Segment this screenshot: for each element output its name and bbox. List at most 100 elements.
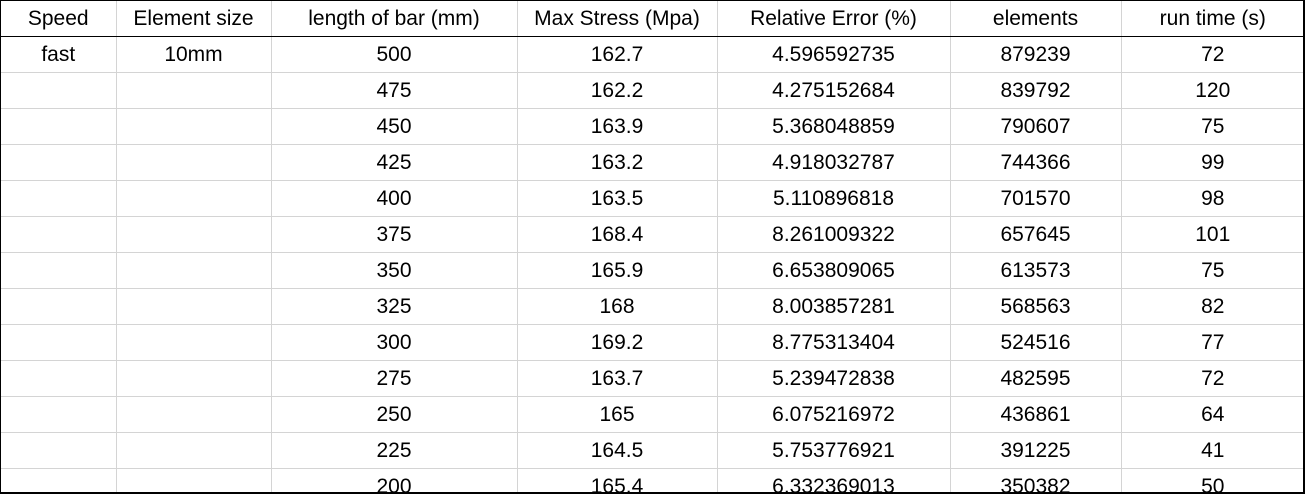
cell-length-of-bar[interactable]: 425: [271, 144, 518, 181]
cell-elements[interactable]: 613573: [950, 252, 1122, 289]
cell-elements[interactable]: 568563: [950, 288, 1122, 325]
cell-length-of-bar[interactable]: 200: [271, 468, 518, 492]
cell-elements[interactable]: 879239: [950, 36, 1122, 73]
cell-element-size[interactable]: [116, 252, 272, 289]
cell-run-time[interactable]: 50: [1201, 474, 1225, 494]
cell-run-time[interactable]: 120: [1121, 72, 1303, 109]
header-elements[interactable]: elements: [950, 1, 1122, 37]
header-run-time[interactable]: run time (s): [1121, 1, 1303, 37]
cell-relative-error[interactable]: 8.261009322: [717, 216, 951, 253]
cell-relative-error[interactable]: 6.332369013: [717, 468, 951, 492]
cell-elements[interactable]: 839792: [950, 72, 1122, 109]
cell-speed[interactable]: [1, 468, 117, 492]
cell-elements[interactable]: 350382: [950, 468, 1122, 492]
cell-max-stress[interactable]: 163.9: [517, 108, 718, 145]
cell-length-of-bar[interactable]: 350: [271, 252, 518, 289]
cell-element-size[interactable]: [116, 180, 272, 217]
cell-length-of-bar[interactable]: 450: [271, 108, 518, 145]
cell-max-stress[interactable]: 163.2: [517, 144, 718, 181]
cell-relative-error[interactable]: 5.368048859: [717, 108, 951, 145]
header-max-stress[interactable]: Max Stress (Mpa): [517, 1, 718, 37]
cell-speed[interactable]: [1, 288, 117, 325]
cell-element-size[interactable]: [116, 144, 272, 181]
cell-relative-error[interactable]: 4.275152684: [717, 72, 951, 109]
cell-run-time[interactable]: 41: [1121, 432, 1303, 469]
cell-speed[interactable]: [1, 72, 117, 109]
cell-speed[interactable]: [1, 180, 117, 217]
cell-element-size[interactable]: [116, 216, 272, 253]
cell-max-stress[interactable]: 168: [517, 288, 718, 325]
cell-run-time[interactable]: 98: [1121, 180, 1303, 217]
cell-length-of-bar[interactable]: 225: [271, 432, 518, 469]
cell-run-time[interactable]: 64: [1121, 396, 1303, 433]
cell-relative-error[interactable]: 5.753776921: [717, 432, 951, 469]
cell-relative-error[interactable]: 5.110896818: [717, 180, 951, 217]
header-length-of-bar[interactable]: length of bar (mm): [271, 1, 518, 37]
cell-max-stress[interactable]: 165: [517, 396, 718, 433]
cell-element-size[interactable]: [116, 468, 272, 492]
cell-relative-error[interactable]: 6.075216972: [717, 396, 951, 433]
cell-element-size[interactable]: 10mm: [116, 36, 272, 73]
cell-relative-error[interactable]: 6.653809065: [717, 252, 951, 289]
cell-element-size[interactable]: [116, 108, 272, 145]
cell-element-size[interactable]: [116, 288, 272, 325]
header-relative-error[interactable]: Relative Error (%): [717, 1, 951, 37]
cell-run-time[interactable]: 75: [1121, 108, 1303, 145]
cell-relative-error[interactable]: 8.775313404: [717, 324, 951, 361]
cell-speed[interactable]: [1, 252, 117, 289]
cell-max-stress[interactable]: 165.9: [517, 252, 718, 289]
cell-element-size[interactable]: [116, 432, 272, 469]
cell-elements[interactable]: 524516: [950, 324, 1122, 361]
cell-run-time[interactable]: 82: [1121, 288, 1303, 325]
cell-max-stress[interactable]: 164.5: [517, 432, 718, 469]
cell-length-of-bar[interactable]: 375: [271, 216, 518, 253]
cell-max-stress[interactable]: 169.2: [517, 324, 718, 361]
cell-elements[interactable]: 701570: [950, 180, 1122, 217]
cell-run-time[interactable]: 75: [1121, 252, 1303, 289]
header-element-size[interactable]: Element size: [116, 1, 272, 37]
cell-relative-error[interactable]: 5.239472838: [717, 360, 951, 397]
cell-length-of-bar[interactable]: 275: [271, 360, 518, 397]
cell-max-stress[interactable]: 163.5: [517, 180, 718, 217]
cell-relative-error[interactable]: 8.003857281: [717, 288, 951, 325]
cell-length-of-bar[interactable]: 475: [271, 72, 518, 109]
cell-max-stress[interactable]: 162.2: [517, 72, 718, 109]
cell-elements[interactable]: 744366: [950, 144, 1122, 181]
cell-relative-error[interactable]: 4.918032787: [717, 144, 951, 181]
cell-speed[interactable]: [1, 108, 117, 145]
cell-max-stress[interactable]: 162.7: [517, 36, 718, 73]
cell-max-stress[interactable]: 163.7: [517, 360, 718, 397]
table-row: 250 165 6.075216972 436861 64: [1, 396, 1303, 433]
cell-speed[interactable]: [1, 432, 117, 469]
cell-run-time[interactable]: 101: [1121, 216, 1303, 253]
cell-max-stress[interactable]: 168.4: [517, 216, 718, 253]
cell-elements[interactable]: 391225: [950, 432, 1122, 469]
cell-run-time[interactable]: 72: [1121, 360, 1303, 397]
cell-elements[interactable]: 657645: [950, 216, 1122, 253]
cell-speed[interactable]: fast: [1, 36, 117, 73]
cell-element-size[interactable]: [116, 360, 272, 397]
cell-relative-error[interactable]: 4.596592735: [717, 36, 951, 73]
cell-speed[interactable]: [1, 144, 117, 181]
cell-length-of-bar[interactable]: 400: [271, 180, 518, 217]
cell-max-stress[interactable]: 165.4: [517, 468, 718, 492]
cell-elements[interactable]: 436861: [950, 396, 1122, 433]
cell-length-of-bar[interactable]: 250: [271, 396, 518, 433]
cell-length-of-bar[interactable]: 325: [271, 288, 518, 325]
cell-speed[interactable]: [1, 396, 117, 433]
cell-elements[interactable]: 790607: [950, 108, 1122, 145]
cell-elements[interactable]: 482595: [950, 360, 1122, 397]
cell-element-size[interactable]: [116, 324, 272, 361]
header-speed[interactable]: Speed: [1, 1, 117, 37]
cell-speed[interactable]: [1, 360, 117, 397]
cell-element-size[interactable]: [116, 396, 272, 433]
cell-run-time[interactable]: 99: [1121, 144, 1303, 181]
cell-element-size[interactable]: [116, 72, 272, 109]
cell-run-time[interactable]: 77: [1121, 324, 1303, 361]
cell-speed[interactable]: [1, 324, 117, 361]
cell-length-of-bar[interactable]: 500: [271, 36, 518, 73]
cell-run-time[interactable]: 72: [1121, 36, 1303, 73]
cell-speed[interactable]: [1, 216, 117, 253]
cell-length-of-bar[interactable]: 300: [271, 324, 518, 361]
table-row: 475 162.2 4.275152684 839792 120: [1, 72, 1303, 109]
